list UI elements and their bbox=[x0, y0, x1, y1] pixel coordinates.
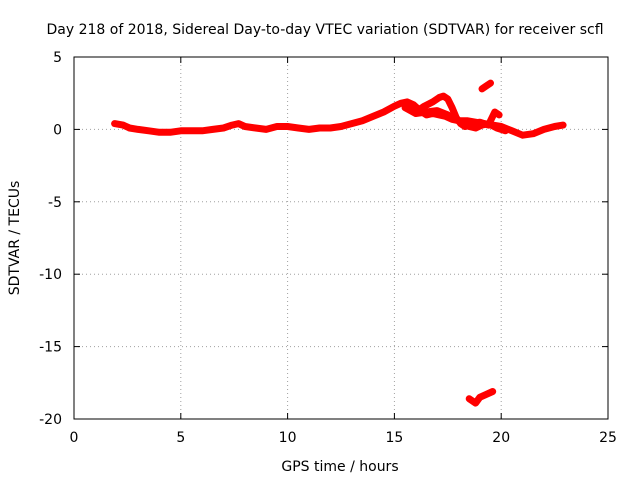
series-lower-branch bbox=[401, 104, 509, 135]
x-tick-label: 5 bbox=[176, 430, 185, 446]
x-axis-label: GPS time / hours bbox=[281, 459, 398, 475]
plot-frame bbox=[73, 56, 609, 420]
y-axis-label: SDTVAR / TECUs bbox=[7, 181, 23, 296]
y-tick-label: 0 bbox=[53, 122, 62, 138]
y-tick-label: 5 bbox=[53, 50, 62, 66]
x-tick-label: 15 bbox=[385, 430, 403, 446]
series-isolated-low bbox=[465, 388, 497, 407]
series-isolated-high bbox=[478, 79, 494, 93]
axis-ticks bbox=[73, 56, 609, 420]
y-tick-label: -5 bbox=[48, 195, 62, 211]
y-tick-labels: -20 -15 -10 -5 0 5 bbox=[39, 50, 62, 428]
y-tick-label: -10 bbox=[39, 267, 62, 283]
x-tick-label: 20 bbox=[492, 430, 510, 446]
x-tick-label: 25 bbox=[599, 430, 617, 446]
data-series-group bbox=[111, 79, 567, 407]
x-tick-labels: 0 5 10 15 20 25 bbox=[70, 430, 617, 446]
x-tick-label: 0 bbox=[70, 430, 79, 446]
y-tick-label: -20 bbox=[39, 412, 62, 428]
chart-title: Day 218 of 2018, Sidereal Day-to-day VTE… bbox=[46, 22, 603, 38]
y-tick-label: -15 bbox=[39, 340, 62, 356]
x-tick-label: 10 bbox=[279, 430, 297, 446]
grid-lines bbox=[74, 57, 608, 419]
